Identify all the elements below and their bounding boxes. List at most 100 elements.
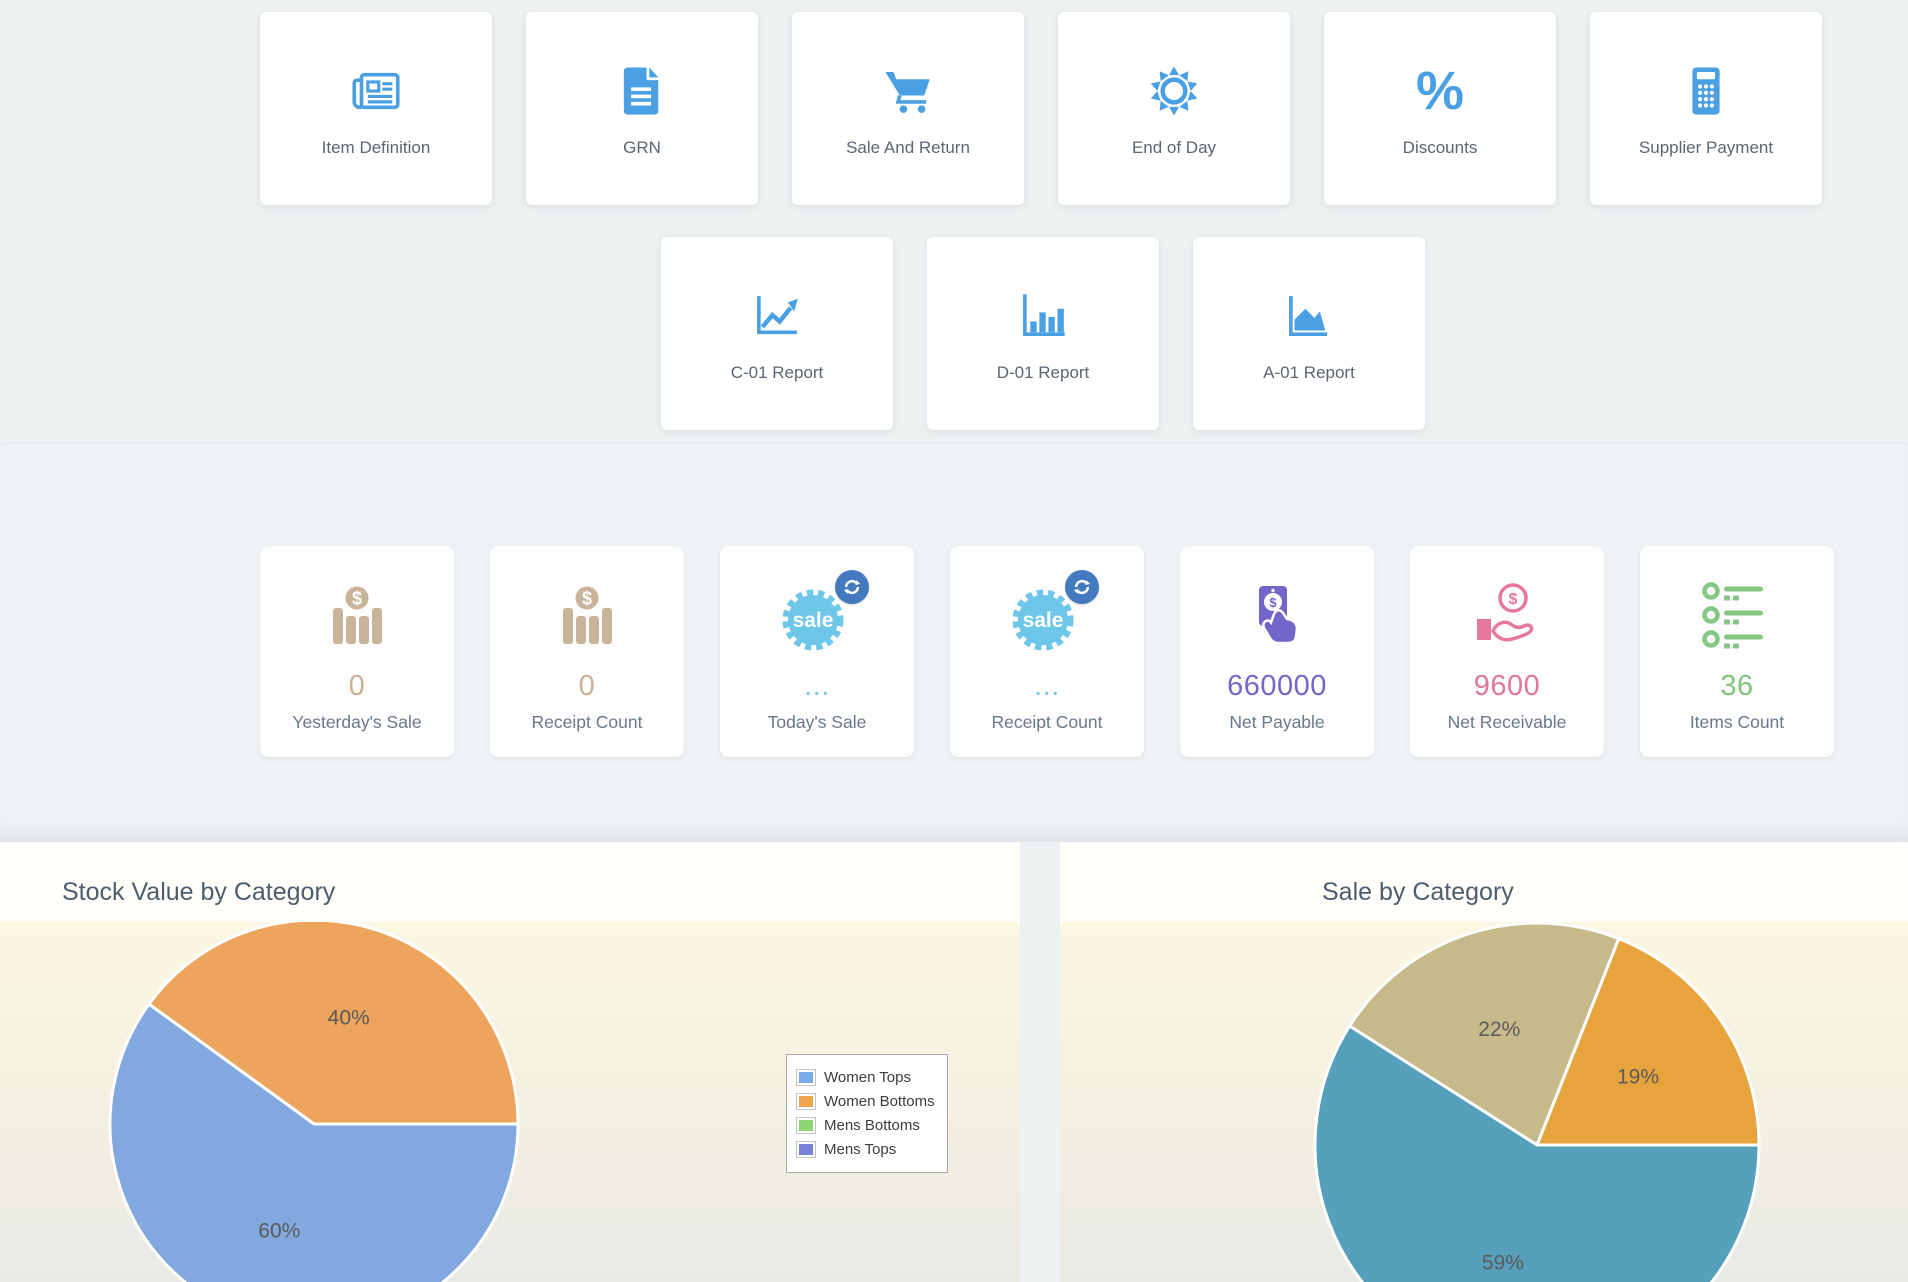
stat-card-items-count: 36 Items Count [1640,546,1834,757]
svg-text:sale: sale [1023,609,1064,632]
bar-chart-icon [1014,285,1072,347]
quick-menu-section: Item Definition GRN Sale And Return End of … [0,0,1908,443]
menu-card-sale-and-return[interactable]: Sale And Return [792,12,1024,205]
legend-swatch [796,1069,816,1086]
percent-icon: % [1415,60,1464,121]
svg-text:sale: sale [793,609,834,632]
list-icon [1697,578,1777,658]
legend-swatch [796,1093,816,1110]
charts-section: Stock Value by Category 40% 60% Women Tops… [0,842,1908,1282]
stat-label: Items Count [1689,712,1785,732]
stat-label: Today's Sale [767,712,867,732]
stat-card-yesterday-s-sale: $0 Yesterday's Sale [260,546,454,757]
legend-item-women-bottoms: Women Bottoms [796,1093,935,1110]
legend-item-mens-bottoms: Mens Bottoms [796,1117,935,1134]
pie-slice-label: 60% [258,1220,300,1243]
money-bars-icon: $ [317,578,397,658]
stock-value-by-category-pie: 40% 60% [108,922,520,1282]
menu-card-label: A-01 Report [1263,362,1355,382]
pie-slice-women-bottoms [147,922,520,1126]
newspaper-icon [347,60,405,122]
stat-card-net-payable: $660000 Net Payable [1180,546,1374,757]
stat-label: Net Receivable [1447,712,1567,732]
pie-slice-label: 59% [1482,1251,1524,1274]
legend-label: Women Bottoms [824,1093,935,1110]
stat-value: 9600 [1473,670,1541,702]
chart-title-sale-by-category: Sale by Category [1322,878,1514,906]
menu-card-label: D-01 Report [996,362,1090,382]
menu-card-discounts[interactable]: % Discounts [1324,12,1556,205]
chart-title-stock-value: Stock Value by Category [62,878,336,906]
svg-text:$: $ [352,589,362,609]
stock-value-pie-plot: 40% 60% Women Tops Women Bottoms Mens Bottom… [0,922,1020,1282]
stats-row: $0 Yesterday's Sale $0 Receipt Count sale...… [260,546,1908,757]
refresh-button[interactable] [835,570,869,604]
pie-slice-1 [1348,922,1621,1147]
menu-card-label: Item Definition [321,137,431,157]
stat-value: ... [1034,670,1060,702]
menu-card-label: C-01 Report [730,362,824,382]
stat-value: 660000 [1227,670,1327,702]
sale-badge-icon: sale [777,570,869,658]
pie-slice-label: 40% [328,1006,370,1029]
stat-card-today-s-sale: sale... Today's Sale [720,546,914,757]
refresh-button[interactable] [1065,570,1099,604]
menu-card-label: GRN [623,137,661,157]
pie-slice-label: 22% [1478,1018,1520,1041]
legend-label: Mens Bottoms [824,1117,920,1134]
legend-item-mens-tops: Mens Tops [796,1141,935,1158]
svg-text:$: $ [1269,595,1277,610]
stat-value: 0 [348,670,366,702]
pie-slice-women-tops [108,1002,520,1282]
stat-value: 36 [1720,670,1754,702]
money-bars-icon: $ [547,578,627,658]
report-row: C-01 Report D-01 Report A-01 Report [661,237,1908,430]
menu-card-label: Sale And Return [846,137,970,157]
sale-pie-plot: 19% 22% 59% [1060,922,1908,1282]
legend-swatch [796,1141,816,1158]
stat-value: 0 [578,670,596,702]
menu-card-label: Supplier Payment [1638,137,1774,157]
svg-text:$: $ [582,589,592,609]
stat-label: Yesterday's Sale [292,712,422,732]
coin-hand-icon: $ [1467,578,1547,658]
legend-label: Mens Tops [824,1141,897,1158]
legend-swatch [796,1117,816,1134]
pie-slice-2 [1313,1024,1761,1282]
sale-by-category-chart-panel: Sale by Category 19% 22% 59% [1060,842,1908,1282]
menu-card-grn[interactable]: GRN [526,12,758,205]
stat-card-receipt-count: sale... Receipt Count [950,546,1144,757]
stock-value-chart-panel: Stock Value by Category 40% 60% Women Tops… [0,842,1020,1282]
stat-label: Net Payable [1229,712,1325,732]
menu-card-label: End of Day [1131,137,1217,157]
menu-card-c-01-report[interactable]: C-01 Report [661,237,893,430]
stat-label: Receipt Count [991,712,1103,732]
legend-item-women-tops: Women Tops [796,1069,935,1086]
stat-label: Receipt Count [531,712,643,732]
stats-section: $0 Yesterday's Sale $0 Receipt Count sale...… [0,443,1908,842]
menu-row: Item Definition GRN Sale And Return End of … [260,12,1908,205]
menu-card-end-of-day[interactable]: End of Day [1058,12,1290,205]
pie-slice-label: 19% [1617,1065,1659,1088]
calculator-icon [1677,60,1735,122]
pie-slice-0 [1535,937,1761,1147]
sale-badge-icon: sale [1007,570,1099,658]
sun-icon [1145,60,1203,122]
menu-card-a-01-report[interactable]: A-01 Report [1193,237,1425,430]
svg-text:$: $ [1509,591,1518,608]
area-chart-icon [1280,285,1338,347]
menu-card-item-definition[interactable]: Item Definition [260,12,492,205]
legend-label: Women Tops [824,1069,911,1086]
chart-legend: Women Tops Women Bottoms Mens Bottoms Mens … [786,1054,948,1173]
cart-icon [879,60,937,122]
line-chart-icon [748,285,806,347]
menu-card-d-01-report[interactable]: D-01 Report [927,237,1159,430]
sale-by-category-pie: 19% 22% 59% [1313,922,1761,1282]
stat-value: ... [804,670,830,702]
document-icon [613,60,671,122]
menu-card-supplier-payment[interactable]: Supplier Payment [1590,12,1822,205]
menu-card-label: Discounts [1402,137,1478,157]
cash-hand-icon: $ [1237,578,1317,658]
stat-card-net-receivable: $9600 Net Receivable [1410,546,1604,757]
